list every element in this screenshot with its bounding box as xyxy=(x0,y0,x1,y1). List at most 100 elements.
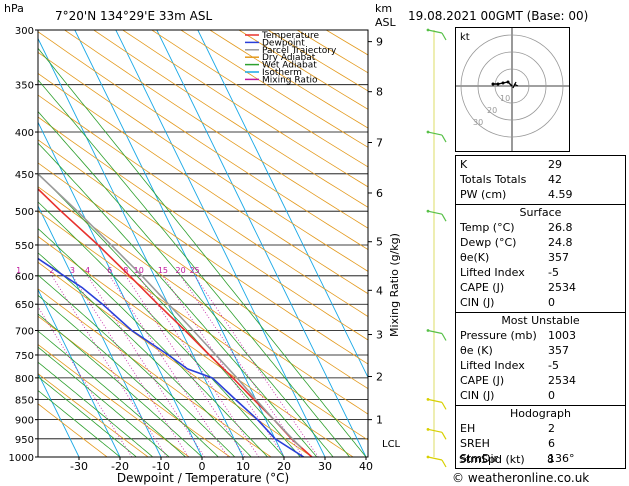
divider xyxy=(456,405,625,406)
divider xyxy=(456,204,625,205)
hodograph-point xyxy=(506,80,510,84)
mixing-ratio-label: 6 xyxy=(107,266,112,275)
km-tick-label: 4 xyxy=(376,284,383,297)
unstable-row: CIN (J) 0 xyxy=(460,389,555,402)
hodograph-ring-10 xyxy=(494,68,530,104)
wet-adiabat-line xyxy=(38,142,318,457)
isotherm-line xyxy=(38,204,162,457)
unstable-row: θe (K) 357 xyxy=(460,344,569,357)
temp-tick-label: 40 xyxy=(359,460,373,473)
wind-barb-flag xyxy=(441,32,447,41)
temp-tick-label: 0 xyxy=(199,460,206,473)
wind-barb-flag xyxy=(441,459,447,468)
km-tick-label: 7 xyxy=(376,137,383,150)
km-tick-label: 1 xyxy=(376,414,383,427)
index-row: PW (cm) 4.59 xyxy=(460,188,573,201)
wet-adiabat-line xyxy=(38,110,334,457)
dry-adiabat-line xyxy=(180,30,368,148)
hodograph-ring-label-10: 10 xyxy=(500,94,510,103)
km-tick-label: 3 xyxy=(376,329,383,342)
pressure-tick-label: 850 xyxy=(15,395,34,406)
parcel-trajectory-line xyxy=(38,172,302,449)
hodograph-ring-20 xyxy=(477,51,547,121)
dry-adiabat-line xyxy=(38,94,368,318)
wet-adiabat-line xyxy=(38,79,350,457)
wind-barb-dot xyxy=(426,455,430,459)
dry-adiabat-line xyxy=(38,373,149,457)
mixing-ratio-axis-title: Mixing Ratio (g/kg) xyxy=(388,233,401,337)
hodograph-panel: kt 10 20 30 xyxy=(455,27,570,152)
hodograph-row: EH 2 xyxy=(460,422,555,435)
mixing-ratio-line xyxy=(109,275,229,457)
wet-adiabat-line xyxy=(38,390,121,457)
wet-adiabat-line xyxy=(38,274,236,457)
km-tick-label: 2 xyxy=(376,371,383,384)
unstable-row: Lifted Index -5 xyxy=(460,359,559,372)
km-tick-label: 8 xyxy=(376,86,383,99)
legend-label: Dewpoint xyxy=(262,38,305,48)
hodograph-plot: kt 10 20 30 xyxy=(456,28,569,151)
unstable-row: Pressure (mb) 1003 xyxy=(460,329,576,342)
pressure-tick-label: 700 xyxy=(15,327,34,338)
legend-label: Parcel Trajectory xyxy=(262,46,337,56)
surface-title: Surface xyxy=(519,206,562,219)
mixing-ratio-label: 1 xyxy=(16,266,21,275)
mixing-ratio-line xyxy=(194,275,319,457)
wet-adiabat-line xyxy=(38,330,186,457)
temp-tick-label: -30 xyxy=(70,460,88,473)
dry-adiabat-line xyxy=(64,30,368,229)
background-lines xyxy=(38,30,368,457)
wind-barb xyxy=(427,456,443,461)
wet-adiabat-line xyxy=(38,361,154,457)
stats-panel: K 29 Totals Totals 42 PW (cm) 4.59 Surface … xyxy=(455,155,626,469)
wind-barb xyxy=(427,329,443,335)
wet-adiabat-line xyxy=(38,172,301,457)
index-row: K 29 xyxy=(460,158,562,171)
dry-adiabat-line xyxy=(38,139,368,365)
temp-tick-label: -20 xyxy=(111,460,129,473)
profile-lines xyxy=(38,172,313,457)
wind-barb-flag xyxy=(441,402,447,410)
surface-row: θe(K) 357 xyxy=(460,251,569,264)
pressure-tick-label: 750 xyxy=(15,351,34,362)
wind-barb xyxy=(427,210,443,215)
wind-barb-dot xyxy=(426,397,430,401)
unstable-title: Most Unstable xyxy=(501,314,580,327)
surface-row: Temp (°C) 26.8 xyxy=(460,221,573,234)
pressure-tick-label: 350 xyxy=(15,81,34,92)
surface-row: CAPE (J) 2534 xyxy=(460,281,576,294)
dry-adiabat-line xyxy=(122,30,368,188)
dry-adiabat-line xyxy=(93,30,368,208)
mixing-ratio-label: 25 xyxy=(190,266,200,275)
wet-adiabat-line xyxy=(38,313,203,457)
isotherm-line xyxy=(156,30,367,457)
credit-text: © weatheronline.co.uk xyxy=(452,471,589,485)
wind-barb-dot xyxy=(426,427,430,431)
dry-adiabat-line xyxy=(38,162,368,390)
hodograph-ring-label-20: 20 xyxy=(487,106,497,115)
wet-adiabat-line xyxy=(38,376,137,457)
dry-adiabat-line xyxy=(38,116,368,341)
hpa-label: hPa xyxy=(4,2,24,15)
hodograph-ring-label-30: 30 xyxy=(473,118,483,127)
hodograph-unit: kt xyxy=(460,32,470,43)
km-label: km xyxy=(375,2,392,15)
pressure-tick-label: 950 xyxy=(15,435,34,446)
dry-adiabat-line xyxy=(38,343,190,457)
hodograph-point xyxy=(496,82,500,86)
dry-adiabat-line xyxy=(38,72,368,295)
wind-barb-dot xyxy=(426,209,430,213)
wind-barbs xyxy=(426,28,447,468)
divider xyxy=(456,312,625,313)
mixing-ratio-labels: 1 2 3 4 6 8 10 15 20 25 xyxy=(16,266,200,275)
wind-barb-dot xyxy=(426,329,430,332)
mixing-ratio-line xyxy=(38,306,133,457)
pressure-tick-label: 650 xyxy=(15,300,34,311)
temp-tick-label: -10 xyxy=(152,460,170,473)
legend-label: Isotherm xyxy=(262,68,302,78)
dry-adiabat-line xyxy=(38,186,368,415)
pressure-tick-label: 600 xyxy=(15,272,34,283)
pressure-tick-label: 800 xyxy=(15,374,34,385)
legend-label: Mixing Ratio xyxy=(262,75,318,85)
